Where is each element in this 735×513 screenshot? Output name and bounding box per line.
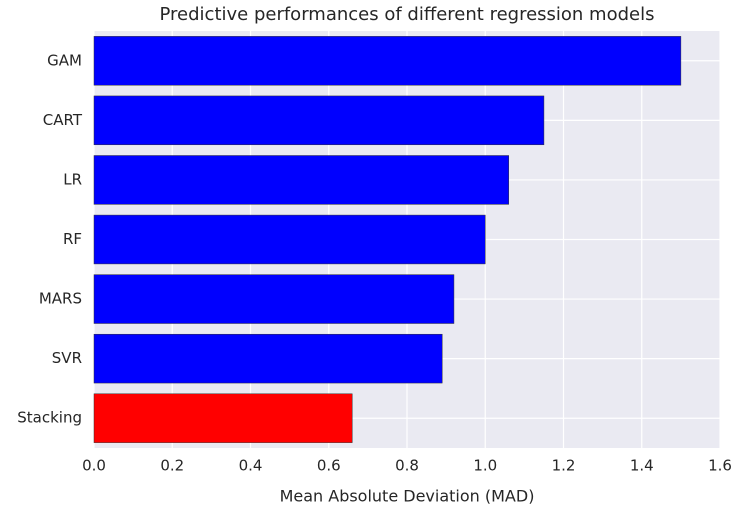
x-tick-label: 1.6 [708, 457, 732, 475]
y-tick-label: SVR [52, 349, 82, 367]
bar [93, 393, 353, 443]
x-tick-label: 0.8 [395, 457, 419, 475]
x-tick-label: 0.0 [82, 457, 106, 475]
bar [93, 36, 682, 86]
bar [93, 155, 509, 205]
y-tick-label: CART [43, 111, 83, 129]
bar [93, 274, 455, 324]
x-tick-label: 0.6 [317, 457, 341, 475]
x-tick-label: 1.2 [552, 457, 576, 475]
chart-title: Predictive performances of different reg… [160, 4, 655, 25]
x-tick-label: 1.4 [630, 457, 654, 475]
bar [93, 333, 443, 384]
x-tick-label: 0.2 [160, 457, 184, 475]
y-tick-label: Stacking [17, 409, 82, 427]
y-tick-label: RF [63, 230, 82, 248]
y-tick-label: GAM [47, 51, 82, 69]
x-axis-label: Mean Absolute Deviation (MAD) [280, 487, 535, 506]
y-tick-label: MARS [39, 290, 82, 308]
y-tick-label: LR [63, 170, 82, 188]
bar [93, 95, 545, 146]
x-tick-label: 0.4 [239, 457, 263, 475]
x-tick-label: 1.0 [473, 457, 497, 475]
bar [93, 214, 486, 265]
